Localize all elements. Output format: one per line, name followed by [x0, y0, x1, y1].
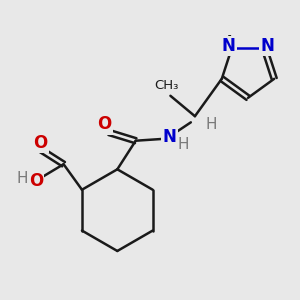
Text: O: O — [29, 172, 43, 190]
Text: H: H — [17, 171, 28, 186]
Text: H: H — [206, 117, 217, 132]
Text: O: O — [33, 134, 47, 152]
Text: N: N — [260, 37, 274, 55]
Text: CH₃: CH₃ — [154, 79, 178, 92]
Text: N: N — [163, 128, 176, 146]
Text: H: H — [178, 137, 189, 152]
Text: N: N — [222, 37, 236, 55]
Text: O: O — [97, 116, 111, 134]
